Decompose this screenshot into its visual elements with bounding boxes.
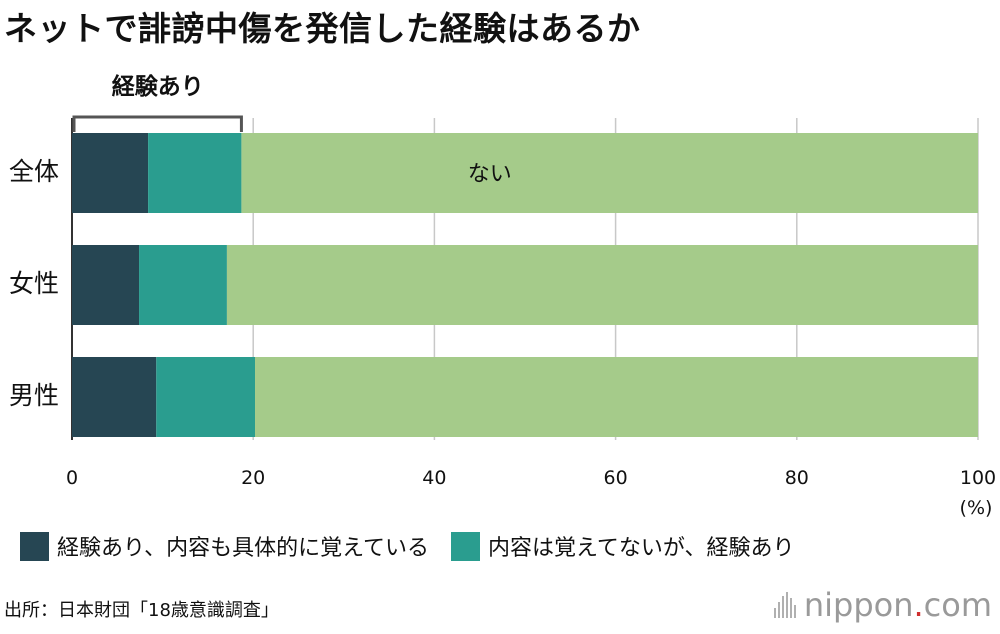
bar-1-series-1 — [139, 245, 227, 325]
bar-0-series-0 — [72, 133, 149, 213]
category-label-2: 男性 — [9, 381, 59, 410]
bracket-label: 経験あり — [112, 73, 204, 100]
bar-1-series-2 — [226, 245, 978, 325]
legend-item-specific: 経験あり、内容も具体的に覚えている — [20, 530, 429, 562]
category-label-1: 女性 — [9, 269, 59, 298]
bar-1-series-0 — [72, 245, 140, 325]
logo-brand: nippon — [803, 586, 914, 624]
logo-dot: . — [913, 586, 924, 624]
none-segment-label: ない — [468, 162, 512, 187]
x-tick-label-80: 80 — [785, 467, 809, 489]
x-unit-label: (%) — [960, 497, 993, 519]
bar-2-series-1 — [156, 357, 256, 437]
x-tick-label-20: 20 — [241, 467, 265, 489]
bar-2-series-0 — [72, 357, 157, 437]
x-tick-label-100: 100 — [960, 467, 996, 489]
bar-0-series-2 — [241, 133, 978, 213]
x-tick-label-40: 40 — [422, 467, 446, 489]
logo-tld: com — [923, 586, 992, 624]
chart-title: ネットで誹謗中傷を発信した経験はあるか — [4, 9, 641, 48]
x-tick-label-60: 60 — [604, 467, 628, 489]
legend-label-vague: 内容は覚えてないが、経験あり — [488, 536, 795, 561]
nippon-com-logo: nippon. com — [773, 586, 992, 624]
bar-2-series-2 — [255, 357, 979, 437]
legend-swatch-specific — [20, 531, 49, 561]
category-label-0: 全体 — [9, 157, 59, 186]
legend-swatch-vague — [451, 531, 481, 561]
experience-bracket — [72, 115, 243, 132]
legend: 経験あり、内容も具体的に覚えている 内容は覚えてないが、経験あり — [20, 530, 817, 562]
legend-label-specific: 経験あり、内容も具体的に覚えている — [57, 536, 430, 561]
legend-item-vague: 内容は覚えてないが、経験あり — [451, 530, 795, 562]
source-note: 出所：日本財団「18歳意識調査」 — [4, 600, 279, 621]
bar-0-series-1 — [148, 133, 242, 213]
logo-bars-icon — [773, 592, 798, 618]
x-tick-label-0: 0 — [66, 467, 78, 489]
